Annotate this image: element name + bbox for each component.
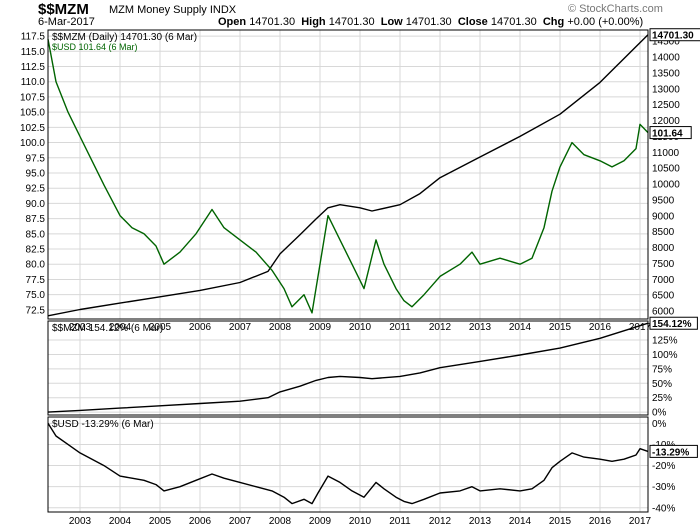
- y-right-tick-label: 125%: [652, 336, 678, 347]
- x-tick-label-bottom: 2005: [149, 516, 172, 527]
- usd-percent-line: [47, 422, 649, 505]
- y-right-tick-label: 100%: [652, 350, 678, 361]
- panel-frame-0: [47, 29, 649, 320]
- legend-usd-price: $USD 101.64 (6 Mar): [52, 42, 138, 52]
- y-left-tick-label: 97.5: [26, 153, 46, 164]
- high-value: 14701.30: [328, 16, 375, 28]
- y-left-tick-label: 90.0: [26, 199, 46, 210]
- y-right-tick-label: 12000: [652, 116, 680, 127]
- y-left-tick-label: 75.0: [26, 290, 46, 301]
- y-right-tick-label: 10500: [652, 164, 680, 175]
- legend-mzm-percent: $$MZM 154.12% (6 Mar): [52, 323, 163, 334]
- ohlc-readout: Open 14701.30 High 14701.30 Low 14701.30…: [218, 16, 643, 28]
- y-left-tick-label: 72.5: [26, 305, 46, 316]
- y-left-tick-label: 105.0: [20, 108, 45, 119]
- chg-value: +0.00 (+0.00%): [567, 16, 644, 28]
- x-tick-label-bottom: 2007: [229, 516, 252, 527]
- mzm-percent-line: [47, 322, 649, 413]
- y-right-tick-label: 75%: [652, 364, 672, 375]
- y-right-tick-label: 8000: [652, 243, 675, 254]
- y-left-tick-label: 95.0: [26, 168, 46, 179]
- y-left-tick-label: 92.5: [26, 184, 46, 195]
- y-left-tick-label: 115.0: [21, 47, 46, 58]
- y-right-tick-label: 8500: [652, 227, 675, 238]
- y-left-tick-label: 82.5: [26, 245, 46, 256]
- y-right-tick-label: 7500: [652, 259, 675, 270]
- y-left-tick-label: 80.0: [26, 260, 46, 271]
- y-right-tick-label: 50%: [652, 379, 672, 390]
- y-right-tick-label: 10000: [652, 180, 680, 191]
- y-left-tick-label: 100.0: [20, 138, 45, 149]
- x-tick-label-bottom: 2004: [109, 516, 132, 527]
- x-tick-label-bottom: 2012: [429, 516, 452, 527]
- y-right-tick-label: 6000: [652, 307, 675, 318]
- low-label: Low: [380, 16, 403, 28]
- chart-date: 6-Mar-2017: [38, 16, 95, 28]
- y-right-tick-label: -20%: [652, 461, 675, 472]
- brand-logo[interactable]: © StockCharts.com: [568, 3, 663, 15]
- close-value: 14701.30: [490, 16, 537, 28]
- chg-label: Chg: [542, 16, 565, 28]
- usd-last-value-tag-box: [649, 126, 692, 140]
- usd-last-value-tag: 101.64: [652, 129, 683, 140]
- y-right-tick-label: 13000: [652, 84, 680, 95]
- usd-price-line: [47, 38, 649, 314]
- y-left-tick-label: 102.5: [20, 123, 45, 134]
- x-tick-label-bottom: 2017: [629, 516, 652, 527]
- x-tick-label-bottom: 2015: [549, 516, 572, 527]
- y-right-tick-label: -40%: [652, 503, 675, 514]
- y-right-tick-label: 9000: [652, 211, 675, 222]
- mzm-price-line: [47, 34, 649, 317]
- y-right-tick-label: 7000: [652, 275, 675, 286]
- y-right-tick-label: 11000: [652, 148, 680, 159]
- y-left-tick-label: 117.5: [21, 32, 46, 43]
- y-left-tick-label: 77.5: [26, 275, 46, 286]
- x-tick-label-bottom: 2013: [469, 516, 492, 527]
- panel-frame-1: [47, 320, 649, 416]
- y-left-tick-label: 85.0: [26, 229, 46, 240]
- x-tick-label-bottom: 2009: [309, 516, 332, 527]
- y-right-tick-label: 12500: [652, 100, 680, 111]
- legend-mzm-price: $$MZM (Daily) 14701.30 (6 Mar): [52, 32, 197, 43]
- usd-percent-last-tag: -13.29%: [652, 447, 689, 458]
- y-left-tick-label: 87.5: [26, 214, 46, 225]
- y-right-tick-label: -30%: [652, 482, 675, 493]
- y-right-tick-label: 6500: [652, 291, 675, 302]
- x-tick-label-bottom: 2010: [349, 516, 372, 527]
- y-right-tick-label: 14500: [652, 37, 680, 48]
- mzm-last-value-tag: 14701.30: [652, 31, 694, 42]
- y-left-tick-label: 110.0: [21, 77, 46, 88]
- x-tick-label-bottom: 2016: [589, 516, 612, 527]
- y-right-tick-label: 0%: [652, 408, 667, 419]
- x-tick-label-bottom: 2011: [389, 516, 411, 527]
- x-tick-label-bottom: 2003: [69, 516, 92, 527]
- mzm-percent-last-tag: 154.12%: [652, 319, 692, 330]
- y-left-tick-label: 107.5: [20, 92, 45, 103]
- x-tick-label-bottom: 2006: [189, 516, 212, 527]
- y-right-tick-label: 9500: [652, 195, 675, 206]
- y-right-tick-label: 25%: [652, 393, 672, 404]
- y-right-tick-label: 0%: [652, 419, 667, 430]
- chart-symbol: $$MZM: [38, 1, 89, 18]
- mzm-last-value-tag-box: [649, 28, 700, 42]
- y-left-tick-label: 112.5: [21, 62, 46, 73]
- close-label: Close: [457, 16, 488, 28]
- usd-percent-last-tag-box: [649, 444, 698, 458]
- mzm-percent-last-tag-box: [649, 316, 698, 330]
- y-right-tick-label: 13500: [652, 68, 680, 79]
- chart-name: MZM Money Supply INDX: [109, 4, 237, 16]
- low-value: 14701.30: [405, 16, 452, 28]
- panel-frame-2: [47, 416, 649, 513]
- x-tick-label-bottom: 2008: [269, 516, 292, 527]
- open-label: Open: [218, 16, 247, 28]
- open-value: 14701.30: [249, 16, 296, 28]
- high-label: High: [301, 16, 326, 28]
- y-right-tick-label: 14000: [652, 52, 680, 63]
- legend-usd-percent: $USD -13.29% (6 Mar): [52, 419, 154, 430]
- x-tick-label-bottom: 2014: [509, 516, 532, 527]
